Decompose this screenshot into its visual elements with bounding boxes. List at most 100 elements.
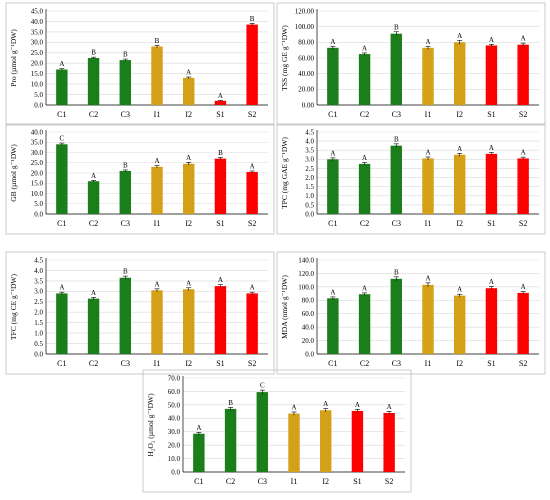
- significance-letter: A: [186, 154, 191, 162]
- significance-letter: A: [362, 44, 367, 52]
- x-tick-label: I2: [322, 477, 329, 486]
- bar-C1: [327, 47, 339, 105]
- y-tick-label: 40.0: [31, 128, 44, 136]
- chart-panel-6: 0.0 20.0 40.0 60.0 80.0 100.0 120.0 140.0 MDA (n…: [276, 251, 546, 375]
- bar-I2: [183, 77, 195, 105]
- bar-C2: [87, 58, 100, 105]
- y-tick-label: 120.00: [295, 7, 315, 15]
- y-tick-label: 3.5: [305, 147, 314, 155]
- x-tick-label: S1: [487, 219, 495, 228]
- significance-letter: B: [394, 268, 399, 276]
- y-axis-label: GB (µmol g⁻¹DW): [9, 144, 18, 202]
- x-tick-label: S2: [248, 359, 256, 368]
- y-tick-label: 40.0: [168, 415, 181, 423]
- y-tick-label: 40.00: [298, 70, 314, 78]
- significance-letter: A: [218, 276, 223, 284]
- significance-letter: A: [362, 154, 367, 162]
- bar-I1: [422, 284, 434, 354]
- x-tick-label: C1: [57, 359, 66, 368]
- x-tick-label: I1: [154, 110, 161, 119]
- x-tick-label: S1: [216, 359, 224, 368]
- bar-S2: [246, 293, 258, 354]
- x-tick-label: I1: [291, 477, 298, 486]
- y-axis-label: MDA (nmol g⁻¹DW): [280, 275, 289, 339]
- panel-frame: [142, 369, 412, 493]
- chart-panel-1: 0.0 5.0 10.0 15.0 20.0 25.0 30.0 35.0 40.0 45.0 Pr…: [5, 2, 275, 126]
- y-tick-label: 20.00: [298, 86, 314, 94]
- x-tick-label: C2: [89, 359, 98, 368]
- y-tick-label: 0.0: [34, 350, 43, 358]
- significance-letter: A: [250, 162, 255, 170]
- y-tick-label: 0.00: [302, 101, 315, 109]
- x-tick-label: I1: [425, 359, 432, 368]
- y-tick-label: 0.0: [305, 210, 314, 218]
- bar-C1: [56, 144, 68, 214]
- significance-letter: C: [260, 382, 265, 390]
- y-tick-label: 3.0: [34, 288, 43, 296]
- bar-I1: [422, 47, 434, 105]
- bar-C3: [390, 278, 402, 354]
- significance-letter: A: [425, 148, 430, 156]
- x-tick-label: S1: [216, 110, 224, 119]
- bar-I1: [151, 290, 163, 354]
- significance-letter: B: [123, 51, 128, 59]
- panel-frame: [5, 251, 275, 375]
- x-tick-label: C2: [360, 219, 369, 228]
- y-tick-label: 0.5: [34, 340, 43, 348]
- y-tick-label: 100.0: [298, 283, 314, 291]
- significance-letter: A: [186, 279, 191, 287]
- chart-panel-2: 0.00 20.00 40.00 60.00 80.00 100.00 120.00 TSS …: [276, 2, 546, 126]
- x-tick-label: C3: [121, 219, 130, 228]
- x-tick-label: C1: [57, 110, 66, 119]
- x-tick-label: I2: [185, 219, 192, 228]
- bar-S1: [485, 153, 498, 214]
- bar-S2: [383, 412, 395, 472]
- significance-letter: B: [218, 149, 223, 157]
- y-tick-label: 40.0: [302, 324, 315, 332]
- x-tick-label: S1: [353, 477, 361, 486]
- significance-letter: A: [362, 284, 367, 292]
- significance-letter: A: [196, 424, 201, 432]
- y-tick-label: 1.5: [305, 183, 314, 191]
- bar-I2: [183, 289, 195, 354]
- bar-I1: [151, 166, 163, 214]
- y-tick-label: 60.00: [298, 54, 314, 62]
- y-tick-label: 10.0: [31, 81, 44, 89]
- significance-letter: A: [457, 32, 462, 40]
- bar-C2: [358, 294, 371, 354]
- x-tick-label: S1: [216, 219, 224, 228]
- bar-S1: [214, 158, 227, 214]
- chart-panel-4: 0.00.51.01.52.02.53.03.54.0 4.5 TPC (mg GA…: [276, 123, 546, 235]
- y-tick-label: 35.0: [31, 28, 44, 36]
- y-tick-label: 25.0: [31, 49, 44, 57]
- x-tick-label: C3: [258, 477, 267, 486]
- y-tick-label: 0.0: [171, 468, 180, 476]
- significance-letter: B: [394, 135, 399, 143]
- panel-frame: [276, 123, 546, 235]
- y-tick-label: 2.0: [305, 174, 314, 182]
- chart-panel-3: 0.0 5.0 10.0 15.0 20.0 25.0 30.0 35.0 40.0 GB (µm…: [5, 123, 275, 235]
- y-tick-label: 60.0: [168, 388, 181, 396]
- x-tick-label: C3: [392, 110, 401, 119]
- significance-letter: B: [228, 399, 233, 407]
- significance-letter: B: [123, 161, 128, 169]
- y-tick-label: 20.0: [302, 337, 315, 345]
- y-axis-label: TPC (mg GAE g⁻¹DW): [280, 137, 289, 209]
- significance-letter: A: [330, 149, 335, 157]
- x-tick-label: S2: [519, 359, 527, 368]
- chart-panel-5: 0.0 0.5 1.0 1.5 2.0 2.5 3.0 3.5 4.0 4.5 TFC (mg CE…: [5, 251, 275, 375]
- y-axis-label: TSS (mg GE g⁻¹DW): [280, 25, 289, 91]
- bar-I2: [454, 295, 466, 354]
- bar-S1: [485, 288, 498, 354]
- y-tick-label: 4.0: [305, 138, 314, 146]
- bar-S1: [351, 410, 364, 472]
- x-tick-label: C2: [89, 110, 98, 119]
- significance-letter: A: [521, 283, 526, 291]
- y-tick-label: 30.0: [31, 39, 44, 47]
- bar-S1: [214, 286, 227, 354]
- x-tick-label: I1: [154, 219, 161, 228]
- significance-letter: A: [154, 280, 159, 288]
- significance-letter: A: [91, 289, 96, 297]
- x-tick-label: S2: [385, 477, 393, 486]
- y-tick-label: 60.0: [302, 310, 315, 318]
